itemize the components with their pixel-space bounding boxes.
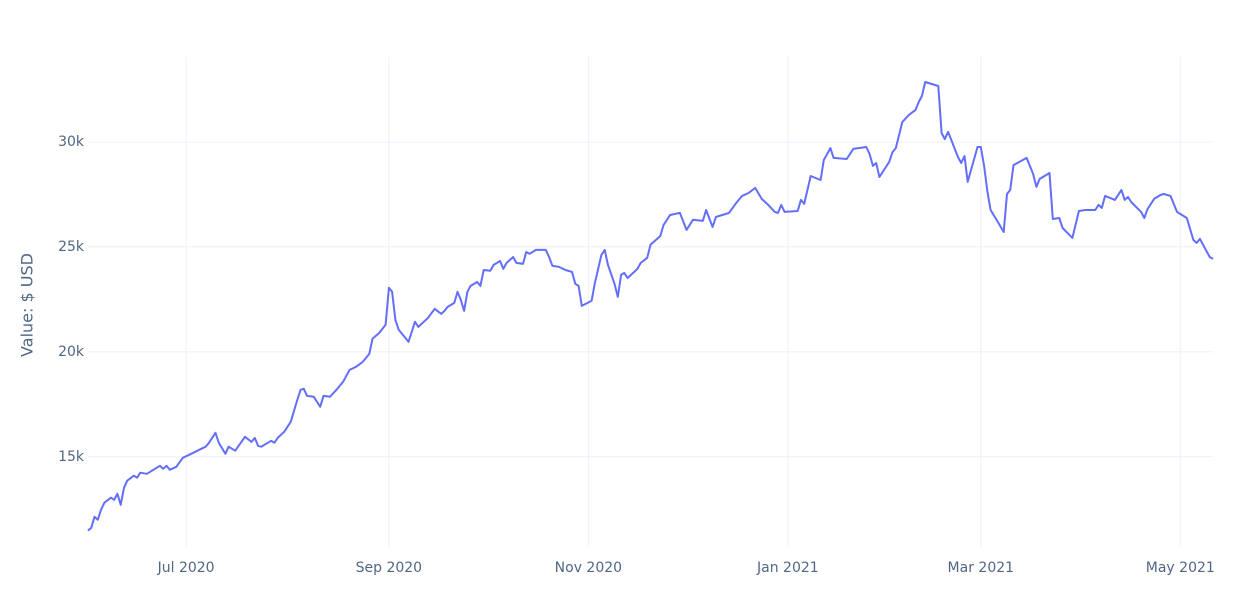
y-tick-label: 30k <box>58 134 85 150</box>
x-tick-label: Nov 2020 <box>555 560 622 576</box>
y-tick-label: 20k <box>58 344 85 360</box>
x-tick-label: Jul 2020 <box>157 560 215 576</box>
x-tick-label: Mar 2021 <box>948 560 1015 576</box>
line <box>87 81 1214 532</box>
y-tick-label: 25k <box>58 239 85 255</box>
x-tick-label: May 2021 <box>1146 560 1215 576</box>
x-tick-label: Sep 2020 <box>356 560 422 576</box>
x-tick-label: Jan 2021 <box>756 560 819 576</box>
y-axis-title: Value: $ USD <box>18 253 37 357</box>
y-tick-label: 15k <box>58 449 85 465</box>
